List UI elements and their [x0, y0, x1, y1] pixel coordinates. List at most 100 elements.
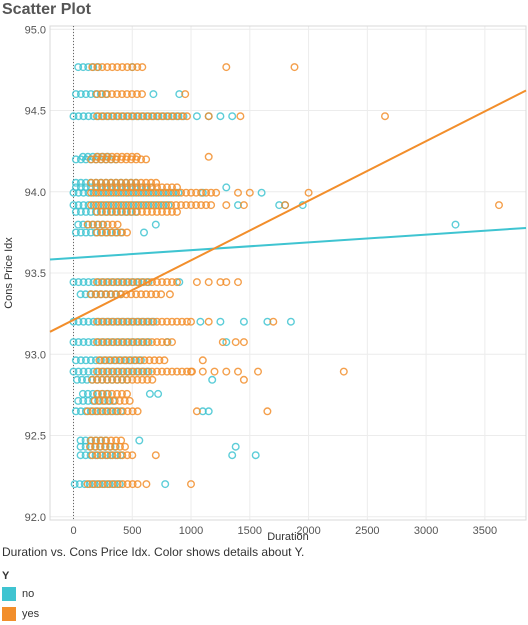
point-yes	[130, 356, 139, 365]
point-yes	[172, 112, 181, 121]
point-yes	[102, 152, 111, 161]
point-yes	[239, 201, 248, 210]
point-yes	[112, 201, 121, 210]
point-no	[159, 188, 168, 197]
point-yes	[233, 188, 242, 197]
point-yes	[98, 63, 107, 72]
point-yes	[88, 375, 97, 384]
point-yes	[142, 188, 151, 197]
point-yes	[132, 112, 141, 121]
point-no	[84, 63, 93, 72]
grid-lines	[50, 26, 526, 520]
legend-label-no: no	[22, 588, 35, 600]
point-no	[76, 436, 85, 445]
point-yes	[151, 451, 160, 460]
point-yes	[269, 317, 278, 326]
point-yes	[147, 201, 156, 210]
point-yes	[152, 183, 161, 192]
point-yes	[125, 356, 134, 365]
point-yes	[108, 451, 117, 460]
point-yes	[127, 90, 136, 99]
legend-item-yes[interactable]: yes	[2, 607, 39, 621]
point-no	[89, 278, 98, 287]
point-yes	[133, 480, 142, 489]
point-yes	[152, 201, 161, 210]
point-yes	[137, 90, 146, 99]
point-yes	[97, 338, 106, 347]
point-yes	[127, 201, 136, 210]
point-yes	[117, 389, 126, 398]
point-no	[174, 188, 183, 197]
point-yes	[157, 278, 166, 287]
point-yes	[172, 367, 181, 376]
point-yes	[142, 183, 151, 192]
point-yes	[107, 112, 116, 121]
point-yes	[177, 317, 186, 326]
point-no	[69, 112, 78, 121]
point-yes	[182, 201, 191, 210]
point-yes	[122, 278, 131, 287]
point-yes	[115, 356, 124, 365]
legend-item-no[interactable]: no	[2, 587, 34, 601]
point-yes	[202, 201, 211, 210]
point-yes	[167, 317, 176, 326]
point-yes	[138, 375, 147, 384]
point-yes	[113, 375, 122, 384]
point-yes	[95, 356, 104, 365]
point-yes	[115, 396, 124, 405]
point-yes	[128, 375, 137, 384]
data-points	[69, 63, 504, 489]
point-yes	[97, 112, 106, 121]
point-yes	[123, 480, 132, 489]
point-yes	[97, 290, 106, 299]
point-yes	[113, 480, 122, 489]
point-yes	[187, 201, 196, 210]
point-yes	[127, 278, 136, 287]
point-yes	[162, 338, 171, 347]
point-yes	[118, 375, 127, 384]
point-yes	[107, 338, 116, 347]
point-yes	[152, 178, 161, 187]
point-no	[81, 90, 90, 99]
point-yes	[157, 188, 166, 197]
point-no	[76, 183, 85, 192]
point-yes	[157, 183, 166, 192]
point-yes	[212, 188, 221, 197]
point-yes	[147, 290, 156, 299]
point-yes	[147, 317, 156, 326]
point-yes	[97, 278, 106, 287]
point-yes	[222, 63, 231, 72]
point-yes	[167, 367, 176, 376]
point-yes	[167, 183, 176, 192]
point-yes	[120, 396, 129, 405]
point-yes	[150, 356, 159, 365]
point-yes	[92, 367, 101, 376]
point-no	[79, 317, 88, 326]
point-no	[79, 220, 88, 229]
point-yes	[117, 278, 126, 287]
point-yes	[182, 188, 191, 197]
point-yes	[92, 436, 101, 445]
point-yes	[172, 278, 181, 287]
point-yes	[132, 290, 141, 299]
point-yes	[92, 317, 101, 326]
point-yes	[123, 63, 132, 72]
legend-label-yes: yes	[22, 608, 40, 620]
page-title: Scatter Plot	[2, 1, 91, 18]
point-no	[74, 112, 83, 121]
point-yes	[110, 396, 119, 405]
scatter-chart[interactable]: 0 500 1000 1500 2000 2500 3000 3500 92.0 92.5 93.…	[0, 22, 528, 542]
point-yes	[128, 407, 137, 416]
point-no	[231, 442, 240, 451]
point-no	[84, 201, 93, 210]
point-no	[233, 201, 242, 210]
point-yes	[147, 178, 156, 187]
point-yes	[132, 278, 141, 287]
point-yes	[152, 112, 161, 121]
point-yes	[123, 407, 132, 416]
point-yes	[132, 188, 141, 197]
point-yes	[122, 201, 131, 210]
point-yes	[98, 407, 107, 416]
point-no	[151, 220, 160, 229]
point-yes	[110, 356, 119, 365]
